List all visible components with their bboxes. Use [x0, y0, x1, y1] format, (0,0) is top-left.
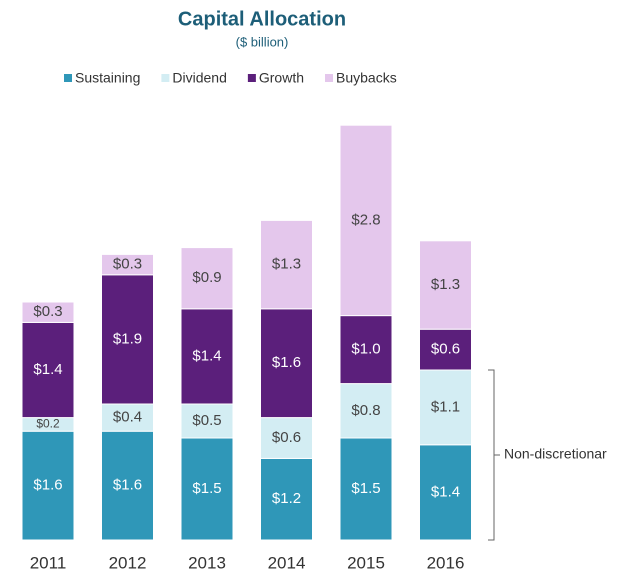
legend-swatch — [64, 74, 72, 82]
data-label: $0.3 — [33, 303, 62, 320]
data-label: $0.3 — [113, 256, 142, 273]
chart-subtitle: ($ billion) — [236, 34, 289, 49]
data-label: $1.3 — [431, 276, 460, 293]
data-label: $1.5 — [192, 480, 221, 497]
bar-segment — [21, 301, 75, 323]
chart-title: Capital Allocation — [178, 8, 346, 30]
x-tick-label: 2011 — [30, 553, 67, 572]
bar-segment — [419, 328, 472, 371]
data-label: $1.4 — [431, 483, 460, 500]
x-tick-label: 2013 — [188, 553, 226, 572]
data-label: $0.9 — [192, 269, 221, 286]
data-label: $1.4 — [192, 347, 221, 364]
data-label: $0.2 — [36, 417, 60, 431]
legend-label: Growth — [259, 70, 304, 86]
data-label: $1.6 — [113, 477, 142, 494]
bar-segment — [339, 383, 393, 439]
x-tick-label: 2015 — [347, 553, 385, 572]
bar-segment — [419, 444, 472, 541]
bar-segment — [101, 253, 154, 276]
data-label: $1.5 — [351, 480, 380, 497]
x-tick-label: 2016 — [427, 553, 465, 572]
data-label: $0.5 — [192, 412, 221, 429]
x-tick-label: 2012 — [109, 553, 147, 572]
legend-label: Buybacks — [336, 70, 397, 86]
bar-segment — [260, 219, 313, 310]
legend-swatch — [161, 74, 170, 82]
bracket — [488, 369, 500, 541]
x-tick-label: 2014 — [268, 553, 306, 572]
bar-segment — [419, 240, 472, 330]
data-label: $1.0 — [351, 341, 380, 358]
data-label: $1.2 — [272, 490, 301, 507]
bar-segment — [180, 247, 234, 310]
legend-swatch — [325, 74, 333, 82]
data-label: $1.1 — [431, 398, 460, 415]
data-label: $1.6 — [272, 354, 301, 371]
data-label: $2.8 — [351, 211, 380, 228]
legend-swatch — [247, 74, 256, 82]
bar-segment — [180, 437, 234, 541]
bar-segment — [101, 430, 154, 541]
bar-segment — [339, 315, 393, 385]
data-label: $1.4 — [33, 361, 62, 378]
data-label: $1.3 — [272, 256, 301, 273]
bar-segment — [101, 274, 154, 405]
bar-segment — [260, 457, 313, 541]
legend-label: Sustaining — [75, 70, 140, 86]
bar-segment — [419, 369, 472, 446]
bar-segment — [339, 437, 393, 541]
bar-segment — [260, 308, 313, 419]
data-label: $0.6 — [431, 341, 460, 358]
data-label: $1.9 — [113, 330, 142, 347]
annotation: Non-discretionar — [504, 446, 607, 462]
legend-label: Dividend — [172, 70, 226, 86]
bar-segment — [21, 430, 75, 541]
data-label: $1.6 — [33, 477, 62, 494]
bar-segment — [339, 124, 393, 317]
data-label: $0.6 — [272, 429, 301, 446]
data-label: $0.8 — [351, 402, 380, 419]
bar-segment — [180, 308, 234, 405]
data-label: $0.4 — [113, 409, 142, 426]
